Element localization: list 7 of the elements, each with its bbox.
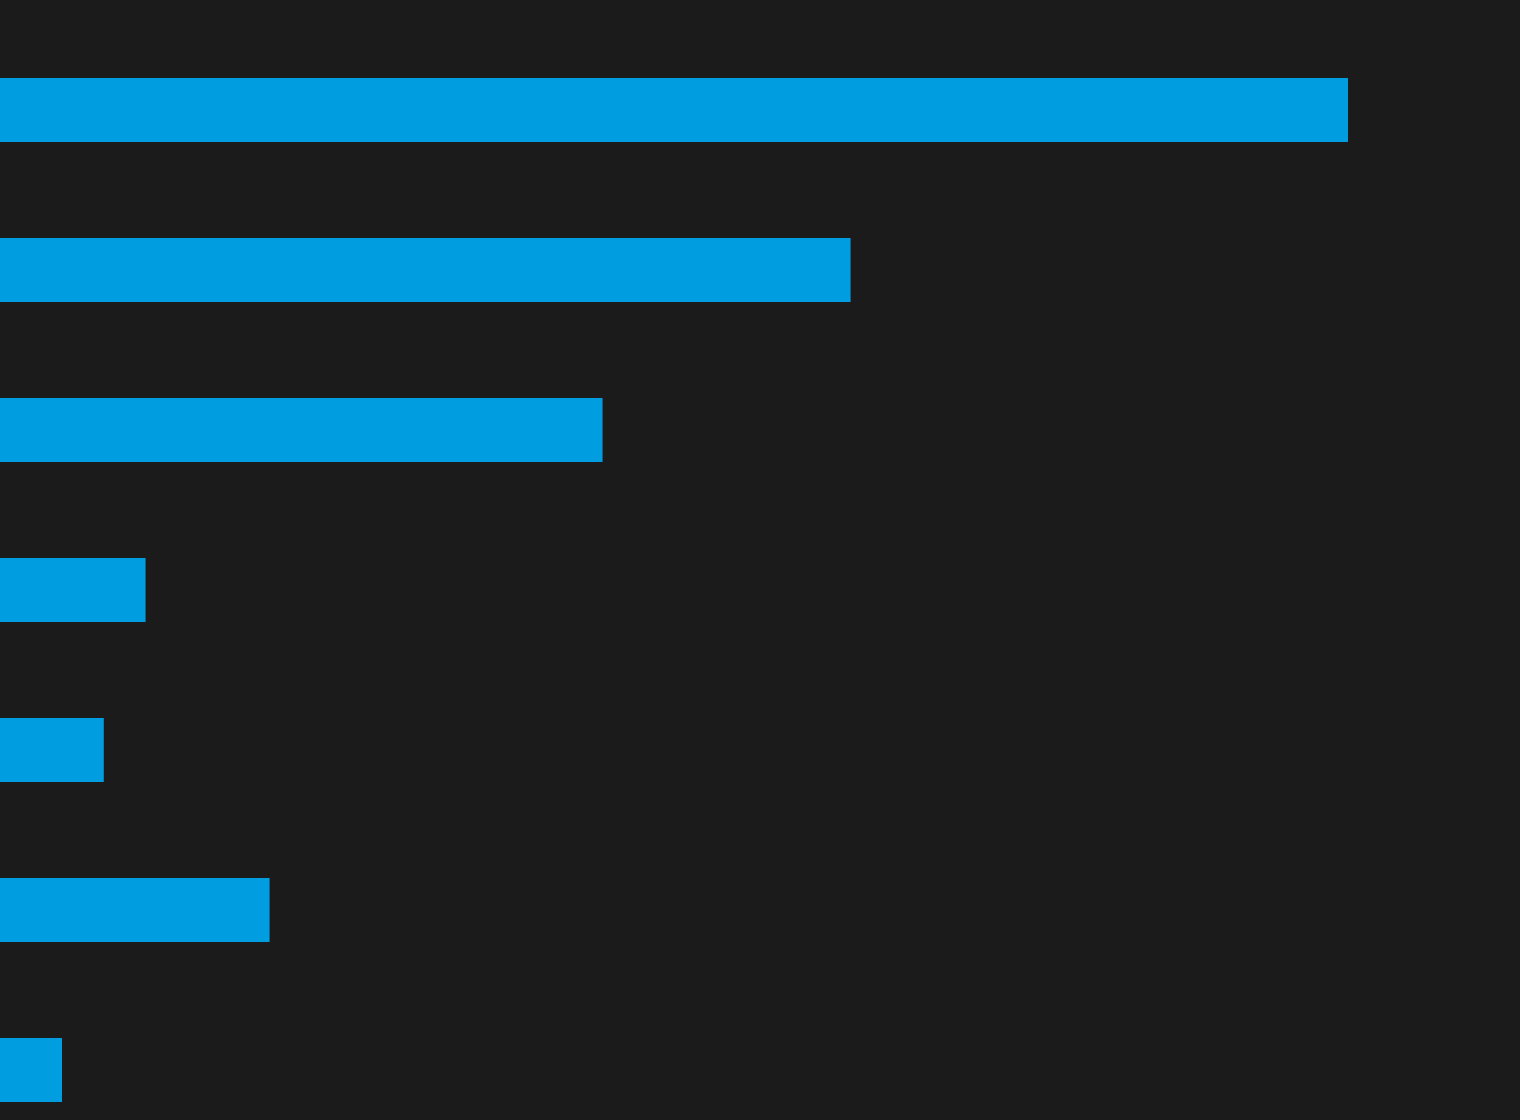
bar bbox=[0, 78, 1348, 142]
bar bbox=[0, 398, 603, 462]
bar bbox=[0, 1038, 63, 1102]
bar bbox=[0, 558, 146, 622]
bar bbox=[0, 238, 851, 302]
bar bbox=[0, 878, 270, 942]
bar bbox=[0, 718, 104, 782]
